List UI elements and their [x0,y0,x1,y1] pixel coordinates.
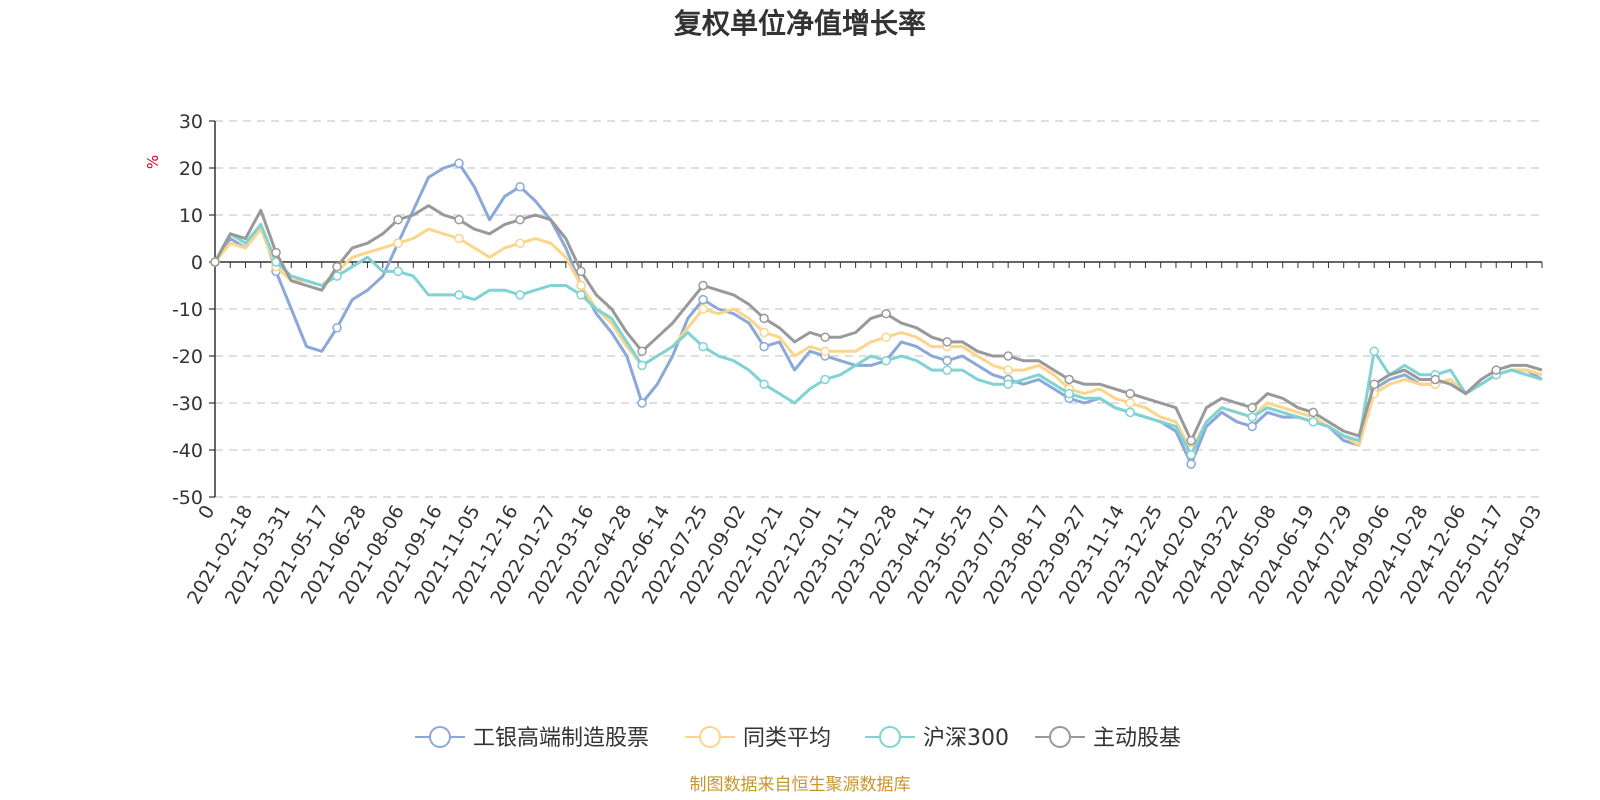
legend: 工银高端制造股票 同类平均 沪深300 主动股基 [415,726,1181,751]
data-point [820,332,830,342]
data-point [332,323,342,333]
data-point [881,332,891,342]
data-point [515,290,525,300]
legend-marker [429,726,451,748]
legend-marker [1049,726,1071,748]
legend-item: 同类平均 [685,726,831,751]
legend-label: 同类平均 [743,726,831,751]
data-point [515,238,525,248]
data-point [393,266,403,277]
data-point [393,214,403,225]
data-point [820,346,830,357]
data-point [820,374,830,385]
data-point [1308,407,1318,418]
y-axis-unit: % [144,155,162,169]
data-point [637,346,647,357]
data-point [332,261,342,272]
data-point [515,214,525,225]
y-tick-label: 20 [179,158,203,180]
data-point [576,290,586,300]
series-0 [210,158,1543,469]
y-tick-label: -40 [172,440,203,462]
data-point [1186,449,1196,460]
data-point [454,233,464,244]
legend-item: 主动股基 [1035,726,1181,751]
data-point [1186,435,1196,446]
data-point [1003,379,1013,389]
data-point [942,337,952,347]
data-point [454,214,464,225]
series-line [213,222,1543,457]
series-lines [210,158,1543,469]
data-point [759,341,769,352]
series-line [213,227,1543,452]
legend-label: 工银高端制造股票 [473,726,649,751]
legend-marker [879,726,901,748]
data-point [454,158,464,169]
data-point [576,266,586,277]
series-line [213,204,1543,443]
legend-label: 主动股基 [1093,726,1181,751]
data-point [881,355,891,366]
data-point [332,271,342,281]
data-point [1369,379,1379,389]
data-point [942,355,952,366]
y-tick-label: -30 [172,393,203,415]
grid-lines [215,120,1542,498]
data-point [454,290,464,300]
y-tick-label: -10 [172,299,203,321]
data-point [942,365,952,375]
legend-label: 沪深300 [923,726,1009,751]
y-tick-label: 10 [179,205,203,227]
y-tick-label: 0 [191,252,203,274]
y-tick-label: -50 [172,487,203,509]
data-point [637,398,647,408]
data-point [1369,346,1379,357]
y-tick-label: 30 [179,111,203,133]
data-point [1003,365,1013,375]
data-point [1064,374,1074,385]
data-point [210,257,220,267]
data-point [1247,402,1257,413]
chart-title: 复权单位净值增长率 [674,7,926,40]
y-tick-label: -20 [172,346,203,368]
data-point [698,341,708,352]
data-point [1308,417,1318,427]
data-point [576,280,586,291]
data-point [637,360,647,371]
series-line [213,161,1543,466]
data-point [271,247,281,258]
legend-marker [699,726,721,748]
data-point [759,327,769,338]
data-point [1491,365,1501,375]
data-point [759,313,769,324]
data-source: 制图数据来自恒生聚源数据库 [690,775,911,795]
series-3 [210,204,1543,446]
data-point [759,379,769,389]
data-point [698,280,708,291]
data-point [1064,388,1074,399]
data-point [1125,407,1135,418]
series-1 [210,227,1543,455]
data-point [1247,421,1257,432]
data-point [1430,374,1440,385]
data-point [1125,398,1135,408]
x-tick-label: 0 [194,502,219,523]
data-point [1125,388,1135,399]
legend-item: 工银高端制造股票 [415,726,649,751]
data-point [698,304,708,314]
data-point [1186,459,1196,469]
data-point [1247,412,1257,422]
data-point [698,294,708,305]
data-point [515,182,525,192]
data-point [881,308,891,319]
y-axis-ticks: 30 20 10 0 -10 -20 -30 -40 -50 [172,111,215,509]
data-point [1003,351,1013,361]
data-point [393,238,403,248]
legend-item: 沪深300 [865,726,1009,751]
